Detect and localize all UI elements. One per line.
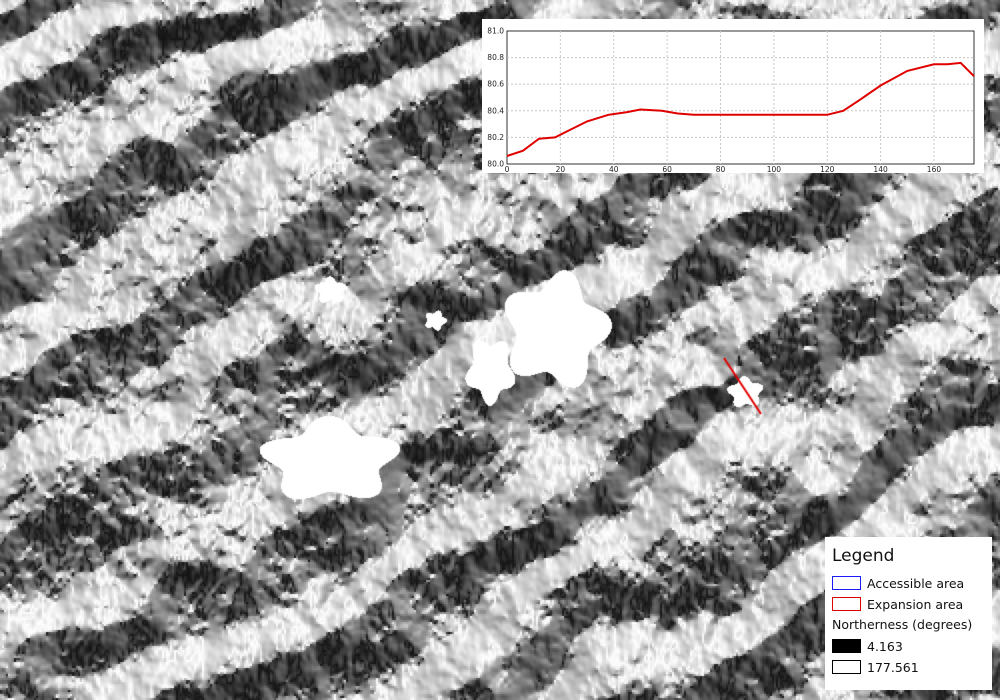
- elevation-profile-chart: 0 20 40 60 80 100 120 140 160 80.0 80.2 80.4 80.6 80.…: [482, 19, 984, 173]
- x-tick-label: 80: [716, 165, 726, 173]
- x-tick-label: 40: [609, 165, 619, 173]
- legend-item-raster-min: 4.163: [832, 636, 986, 656]
- plot-area-frame: [506, 30, 975, 165]
- x-tick-label: 100: [767, 165, 782, 173]
- raster-min-swatch: [832, 639, 861, 653]
- legend-item-label: 4.163: [867, 638, 903, 654]
- legend-item-label: 177.561: [867, 659, 919, 675]
- y-tick-label: 80.8: [487, 53, 504, 62]
- raster-max-swatch: [832, 660, 861, 674]
- y-tick-label: 80.6: [487, 80, 504, 89]
- y-tick-label: 80.2: [487, 133, 504, 142]
- x-tick-label: 0: [505, 165, 510, 173]
- raster-layer-heading: Northerness (degrees): [832, 617, 973, 632]
- expansion-area-swatch: [832, 597, 861, 611]
- x-tick-label: 20: [556, 165, 566, 173]
- y-tick-label: 80.4: [487, 106, 504, 115]
- legend: Legend Accessible area Expansion area No…: [825, 537, 992, 690]
- legend-item-accessible-area: Accessible area: [832, 573, 986, 593]
- profile-chart-svg: 0 20 40 60 80 100 120 140 160 80.0 80.2 80.4 80.6 80.…: [487, 27, 975, 173]
- legend-title: Legend: [832, 546, 895, 566]
- x-tick-label: 160: [927, 165, 942, 173]
- legend-item-label: Expansion area: [867, 596, 964, 612]
- legend-item-raster-max: 177.561: [832, 657, 986, 677]
- x-tick-label: 120: [820, 165, 835, 173]
- legend-item-expansion-area: Expansion area: [832, 594, 986, 614]
- legend-item-label: Accessible area: [867, 575, 965, 591]
- y-tick-label: 80.0: [487, 160, 504, 169]
- x-tick-label: 60: [662, 165, 672, 173]
- y-tick-label: 81.0: [487, 27, 504, 36]
- accessible-area-swatch: [832, 576, 861, 590]
- profile-series-line: [506, 61, 975, 157]
- x-tick-label: 140: [873, 165, 888, 173]
